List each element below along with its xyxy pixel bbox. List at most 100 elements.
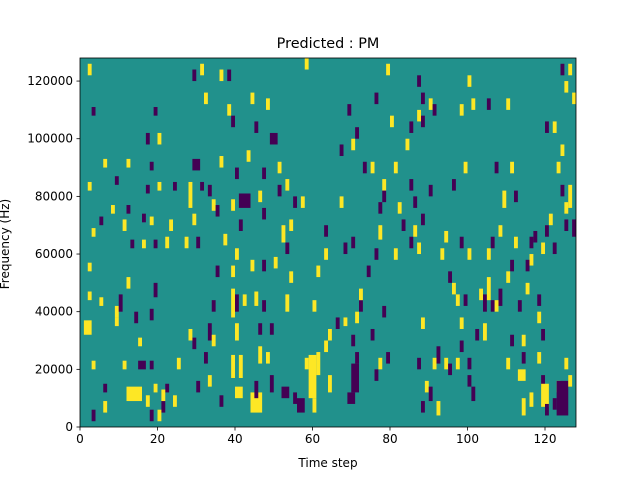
heatmap-cell-low	[269, 323, 274, 335]
heatmap-cell-high	[188, 181, 193, 208]
heatmap-cell-high	[452, 282, 456, 295]
heatmap-cell-low	[134, 311, 139, 324]
heatmap-cell-high	[231, 265, 236, 278]
heatmap-cell-low	[417, 357, 422, 370]
heatmap-cell-high	[308, 354, 317, 399]
x-tick-label: 20	[150, 432, 165, 446]
heatmap-cell-high	[83, 320, 92, 335]
heatmap-cell-high	[289, 271, 294, 283]
heatmap-cell-low	[355, 352, 360, 364]
heatmap-cell-low	[99, 216, 104, 226]
heatmap-cell-low	[219, 395, 224, 407]
heatmap-cell-low	[138, 360, 146, 370]
heatmap-cell-low	[498, 288, 503, 306]
heatmap-cell-low	[560, 184, 565, 197]
heatmap-cell-low	[463, 294, 468, 306]
heatmap-cell-low	[262, 167, 267, 180]
heatmap-cell-low	[231, 115, 236, 128]
heatmap-cell-high	[498, 225, 503, 237]
heatmap-cell-high	[103, 158, 108, 168]
heatmap-cell-low	[235, 167, 239, 180]
heatmap-cell-high	[440, 248, 445, 260]
heatmap-cell-high	[494, 300, 499, 312]
chart-title: Predicted : PM	[277, 36, 380, 52]
heatmap-cell-high	[165, 236, 170, 249]
heatmap-cell-high	[564, 202, 569, 214]
heatmap-cell-high	[231, 288, 236, 318]
heatmap-cell-low	[211, 300, 216, 312]
heatmap-cell-low	[238, 219, 243, 231]
heatmap-cell-low	[409, 179, 414, 191]
heatmap-cell-high	[91, 360, 96, 370]
heatmap-cell-low	[91, 107, 96, 116]
heatmap-cell-high	[242, 294, 247, 306]
heatmap-cell-high	[258, 190, 263, 203]
heatmap-cell-low	[421, 213, 425, 226]
heatmap-cell-low	[374, 248, 379, 260]
heatmap-cell-high	[153, 383, 158, 393]
heatmap-cell-high	[378, 357, 383, 370]
heatmap-cell-low	[428, 184, 433, 197]
heatmap-cell-high	[417, 109, 422, 122]
heatmap-cell-low	[254, 121, 259, 133]
y-axis: 0 20000 40000 60000 80000 100000 120000	[27, 74, 80, 434]
heatmap-cell-high	[471, 98, 476, 110]
heatmap-cell-low	[293, 392, 298, 404]
heatmap-cell-high	[300, 196, 305, 208]
heatmap-cell-high	[568, 375, 573, 387]
x-tick-label: 100	[456, 432, 479, 446]
heatmap-cell-low	[196, 236, 201, 249]
heatmap-cell-high	[192, 213, 197, 226]
heatmap-cell-low	[196, 380, 201, 393]
heatmap-cell-low	[347, 104, 352, 116]
heatmap-cell-high	[560, 144, 565, 157]
heatmap-cell-low	[409, 121, 414, 133]
plot-frame	[79, 57, 577, 428]
heatmap-cell-high	[87, 181, 92, 191]
heatmap-cell-high	[99, 297, 104, 306]
plot-area	[79, 57, 577, 428]
heatmap-cell-high	[211, 199, 216, 211]
heatmap-cell-low	[227, 69, 232, 82]
heatmap-cell-low	[409, 236, 414, 249]
heatmap-cell-high	[142, 239, 146, 249]
heatmap-cell-low	[173, 181, 177, 191]
heatmap-cell-low	[517, 300, 522, 312]
heatmap-cell-low	[490, 300, 495, 312]
heatmap-cell-high	[486, 277, 491, 301]
heatmap-cell-high	[238, 354, 243, 378]
heatmap-cell-high	[343, 317, 348, 327]
heatmap-cell-high	[157, 181, 162, 191]
heatmap-cell-low	[525, 259, 530, 272]
heatmap-cell-high	[556, 161, 561, 174]
heatmap-cell-high	[479, 288, 484, 301]
x-tick-label: 120	[534, 432, 557, 446]
heatmap-cell-low	[545, 225, 549, 237]
heatmap-cell-high	[339, 196, 344, 208]
heatmap-cell-high	[455, 294, 460, 306]
heatmap-cell-low	[192, 337, 197, 350]
heatmap-cell-low	[432, 104, 437, 116]
heatmap-cell-low	[556, 380, 569, 416]
heatmap-cell-low	[351, 236, 356, 249]
heatmap-cell-high	[114, 305, 119, 318]
heatmap-cell-high	[517, 369, 526, 381]
heatmap-cell-low	[297, 398, 305, 413]
heatmap-cell-high	[397, 202, 402, 214]
heatmap-cell-low	[204, 352, 208, 364]
heatmap-cell-high	[525, 282, 530, 295]
heatmap-cell-high	[250, 92, 255, 105]
heatmap-cell-high	[370, 161, 375, 174]
heatmap-cell-low	[467, 375, 472, 387]
heatmap-cell-high	[157, 409, 162, 422]
heatmap-cell-high	[176, 357, 181, 370]
heatmap-cell-low	[560, 63, 565, 76]
heatmap-cell-high	[235, 323, 239, 341]
heatmap-cell-low	[215, 265, 220, 278]
heatmap-cell-high	[281, 225, 286, 243]
heatmap-cell-high	[564, 81, 569, 93]
heatmap-cell-high	[537, 311, 542, 324]
heatmap-cell-low	[262, 300, 267, 312]
heatmap-cell-high	[328, 375, 332, 393]
heatmap-cell-high	[386, 63, 391, 76]
